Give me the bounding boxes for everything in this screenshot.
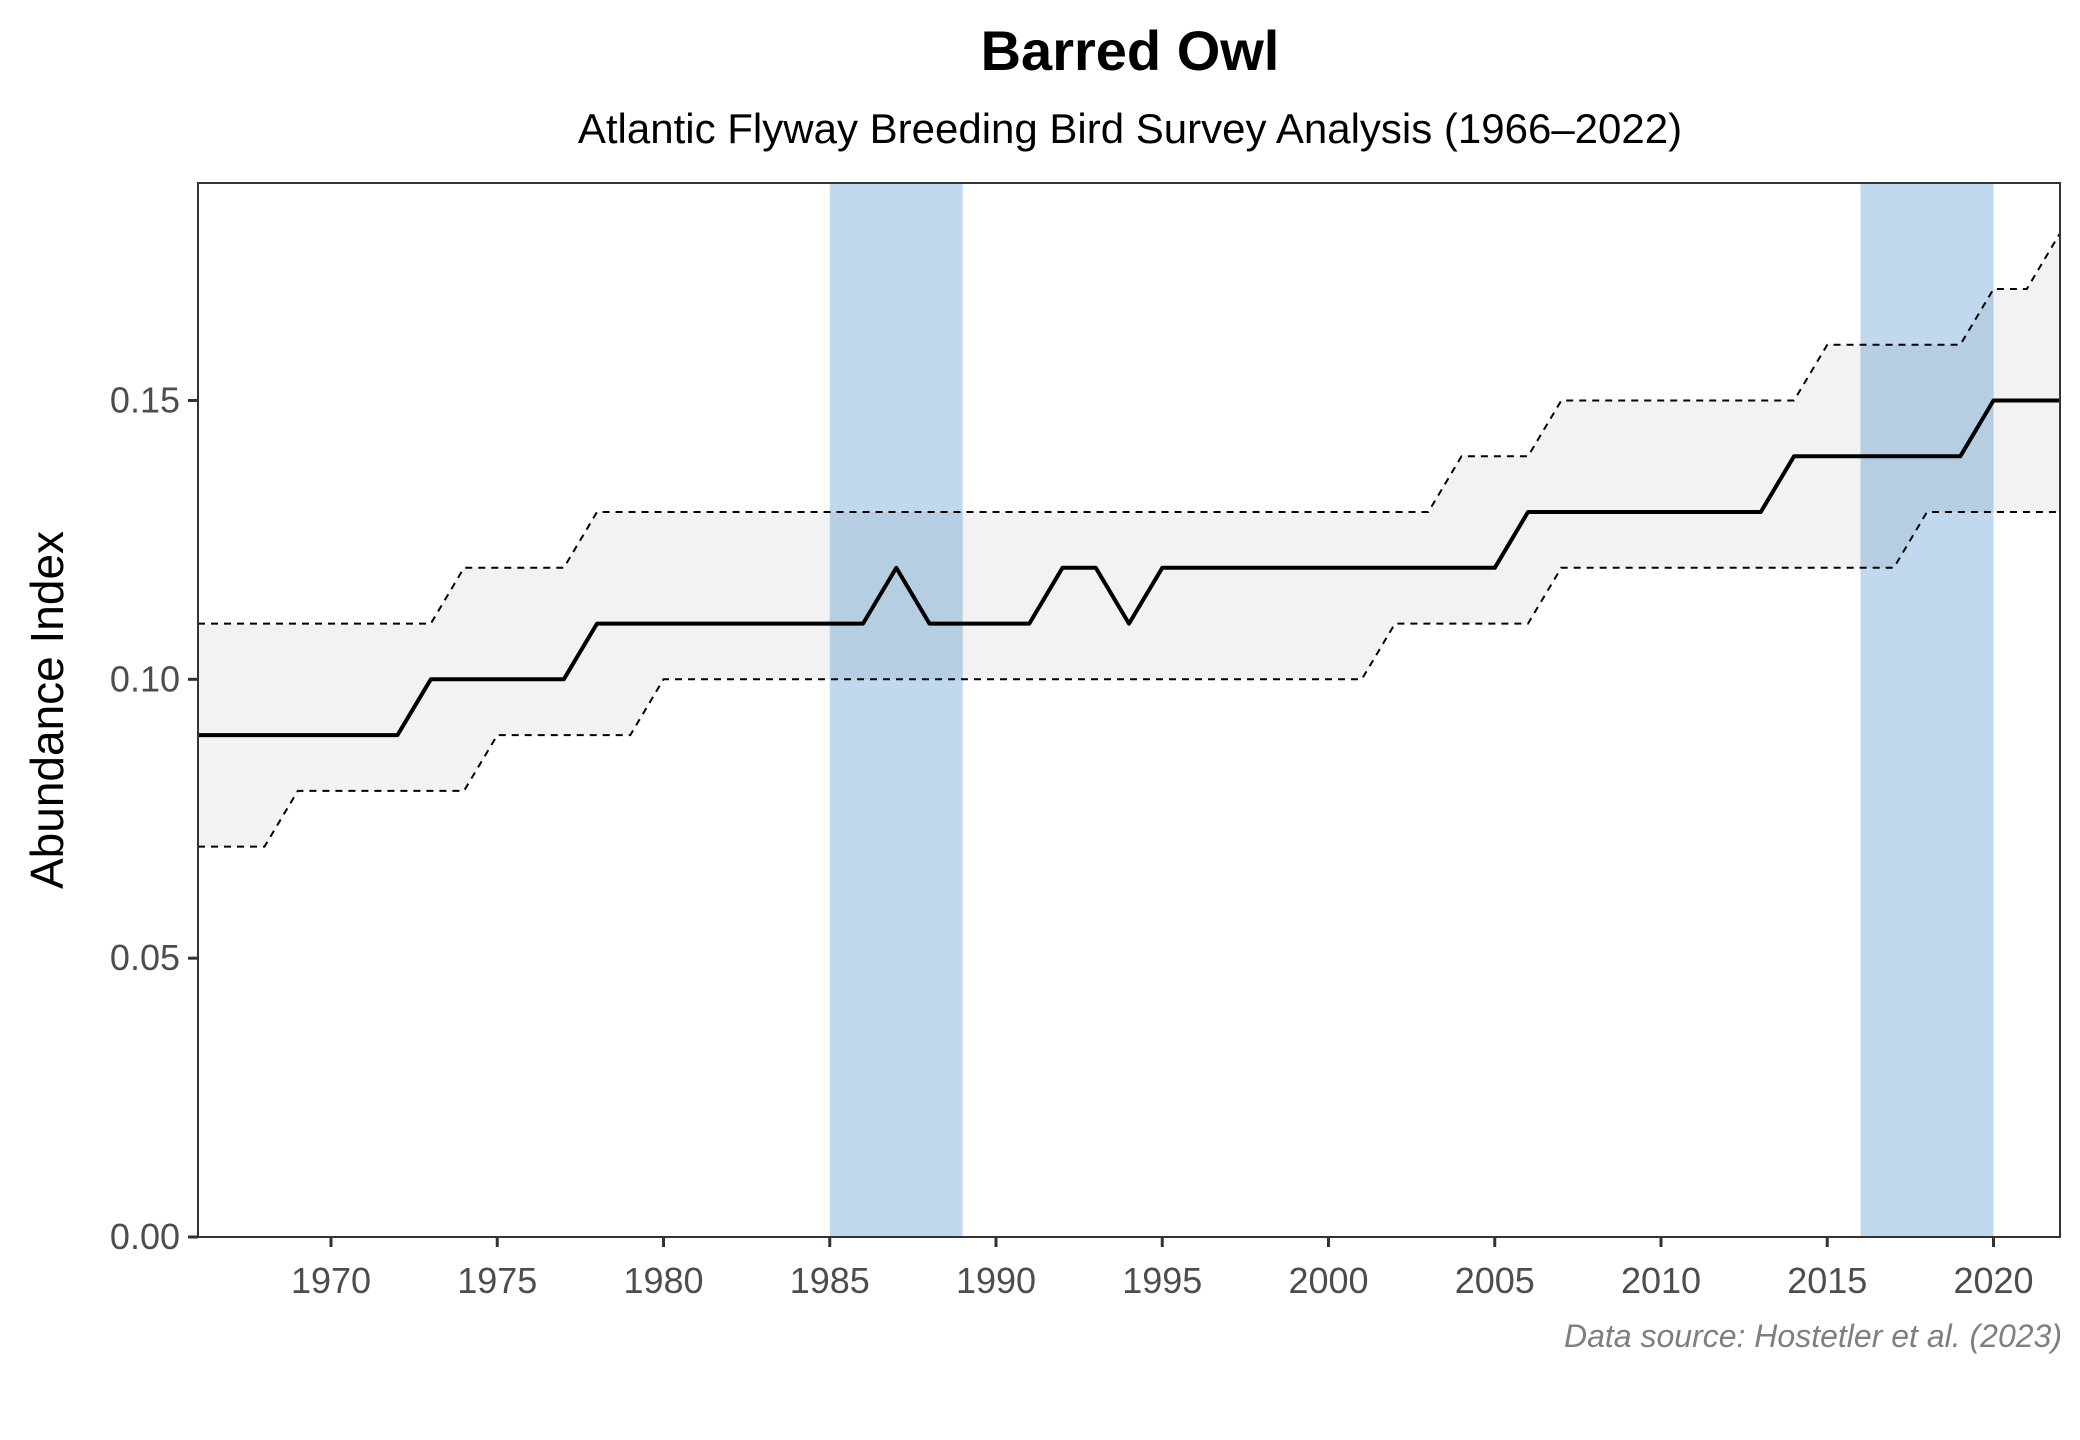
x-tick-label: 1985: [790, 1260, 870, 1301]
x-tick-label: 2000: [1288, 1260, 1368, 1301]
chart-subtitle: Atlantic Flyway Breeding Bird Survey Ana…: [578, 105, 1682, 152]
y-tick-label: 0.00: [110, 1216, 180, 1257]
x-tick-label: 1995: [1122, 1260, 1202, 1301]
highlight-periods: [829, 183, 1994, 1237]
x-tick-label: 1970: [291, 1260, 371, 1301]
confidence-band-group: [198, 233, 2060, 847]
plot-panel-border: [197, 182, 2061, 1238]
x-tick-label: 2020: [1953, 1260, 2033, 1301]
x-tick-label: 2015: [1787, 1260, 1867, 1301]
y-axis-title: Abundance Index: [21, 531, 73, 889]
highlight-period-2: [1860, 183, 1994, 1237]
x-tick-label: 1990: [956, 1260, 1036, 1301]
x-axis: 1970 1975 1980 1985 1990 1995 2000 2005 2010 2015…: [291, 1237, 2034, 1301]
data-source-caption: Data source: Hostetler et al. (2023): [1564, 1318, 2062, 1354]
upper-ci-line: [198, 232, 2061, 625]
y-axis: 0.00 0.05 0.10 0.15: [110, 379, 198, 1257]
x-tick-label: 2010: [1621, 1260, 1701, 1301]
highlight-period-1: [829, 183, 963, 1237]
y-tick-label: 0.10: [110, 658, 180, 699]
y-tick-label: 0.15: [110, 379, 180, 420]
confidence-band: [198, 233, 2060, 847]
x-tick-label: 1975: [457, 1260, 537, 1301]
trend-line-group: [198, 398, 2060, 738]
x-tick-label: 1980: [623, 1260, 703, 1301]
y-tick-label: 0.05: [110, 937, 180, 978]
abundance-trend-line: [198, 398, 2060, 738]
x-tick-label: 2005: [1455, 1260, 1535, 1301]
chart-title: Barred Owl: [981, 19, 1280, 82]
confidence-lines-group: [198, 232, 2061, 848]
